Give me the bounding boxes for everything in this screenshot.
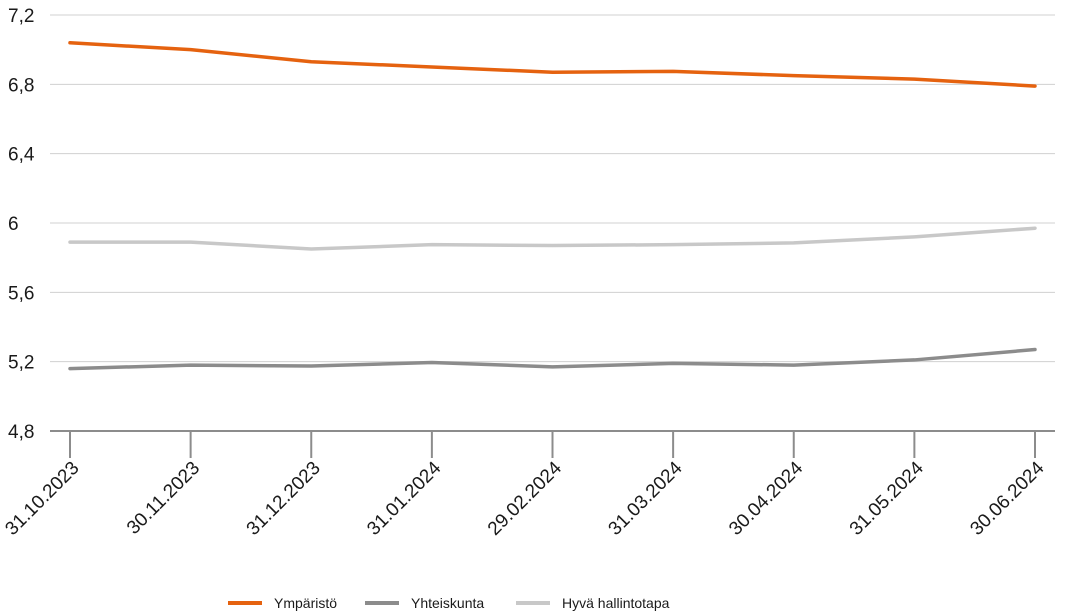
y-tick-label: 6,8 — [8, 75, 34, 96]
series-lines — [68, 40, 1037, 371]
legend-label: Hyvä hallintotapa — [562, 595, 670, 611]
y-axis-ticks: 4,8 5,2 5,6 6 6,4 6,8 7,2 — [8, 6, 35, 443]
x-tick-label: 30.11.2023 — [123, 458, 204, 539]
x-axis: 31.10.2023 30.11.2023 31.12.2023 31.01.2024… — [1, 431, 1049, 540]
x-tick-label: 29.02.2024 — [484, 457, 566, 539]
series-line-1 — [68, 347, 1037, 371]
y-tick-label: 7,2 — [8, 6, 34, 27]
x-tick-label: 31.12.2023 — [243, 458, 325, 540]
y-tick-label: 5,6 — [8, 283, 34, 304]
x-tick-label: 31.03.2024 — [605, 457, 687, 539]
y-tick-label: 4,8 — [8, 422, 34, 443]
x-tick-label: 30.06.2024 — [966, 457, 1048, 539]
series-line-0 — [68, 40, 1037, 88]
series-line-2 — [68, 226, 1037, 251]
y-tick-label: 6 — [8, 214, 19, 235]
legend: Ympäristö Yhteiskunta Hyvä hallintotapa — [228, 595, 670, 611]
legend-label: Yhteiskunta — [411, 595, 484, 611]
x-tick-label: 31.05.2024 — [846, 457, 928, 539]
y-tick-label: 6,4 — [8, 145, 35, 166]
x-tick-label: 30.04.2024 — [725, 457, 807, 539]
legend-label: Ympäristö — [274, 595, 337, 611]
y-tick-label: 5,2 — [8, 353, 34, 374]
x-tick-label: 31.01.2024 — [363, 457, 445, 539]
x-tick-label: 31.10.2023 — [1, 458, 83, 540]
